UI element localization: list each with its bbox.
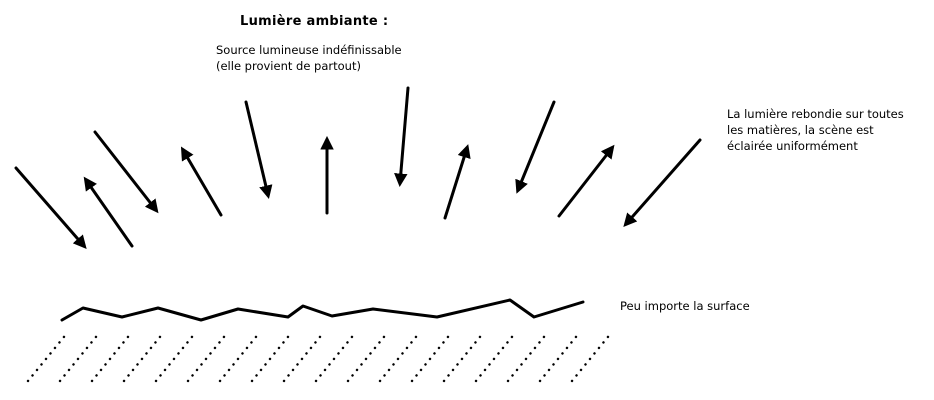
hatch-line [314,330,358,383]
light-ray-arrow [515,100,556,194]
hatch-line [570,330,614,383]
hatch-line [282,330,326,383]
hatch-line [58,330,102,383]
hatch-line [122,330,166,383]
light-ray-arrow [557,144,615,218]
light-ray-arrow [180,146,223,217]
light-ray-arrow [443,144,471,220]
source-note-line-2: (elle provient de partout) [216,59,361,73]
bounce-note: La lumière rebondie sur toutes les matiè… [727,106,904,154]
bounce-note-line-2: les matières, la scène est [727,123,874,137]
hatch-line [186,330,230,383]
surface-hatching [26,330,614,383]
light-ray-arrow [83,176,134,248]
surface-note: Peu importe la surface [620,299,750,313]
hatch-line [346,330,390,383]
surface-line [60,298,585,322]
hatch-line [506,330,550,383]
light-ray-arrow [394,86,410,188]
hatch-line [378,330,422,383]
source-note-line-1: Source lumineuse indéfinissable [216,43,402,57]
bounce-note-line-1: La lumière rebondie sur toutes [727,107,904,121]
hatch-line [442,330,486,383]
hatch-line [154,330,198,383]
light-ray-arrow [623,138,702,228]
diagram-title: Lumière ambiante : [240,14,389,29]
light-ray-arrows [14,86,702,250]
hatch-line [26,330,70,383]
hatch-line [410,330,454,383]
hatch-line [538,330,582,383]
hatch-line [474,330,518,383]
hatch-line [218,330,262,383]
bounce-note-line-3: éclairée uniformément [727,139,858,153]
source-note: Source lumineuse indéfinissable (elle pr… [216,42,402,74]
hatch-line [250,330,294,383]
hatch-line [90,330,134,383]
light-ray-arrow [14,166,87,250]
light-ray-arrow [244,100,273,199]
light-ray-arrow [93,130,159,214]
